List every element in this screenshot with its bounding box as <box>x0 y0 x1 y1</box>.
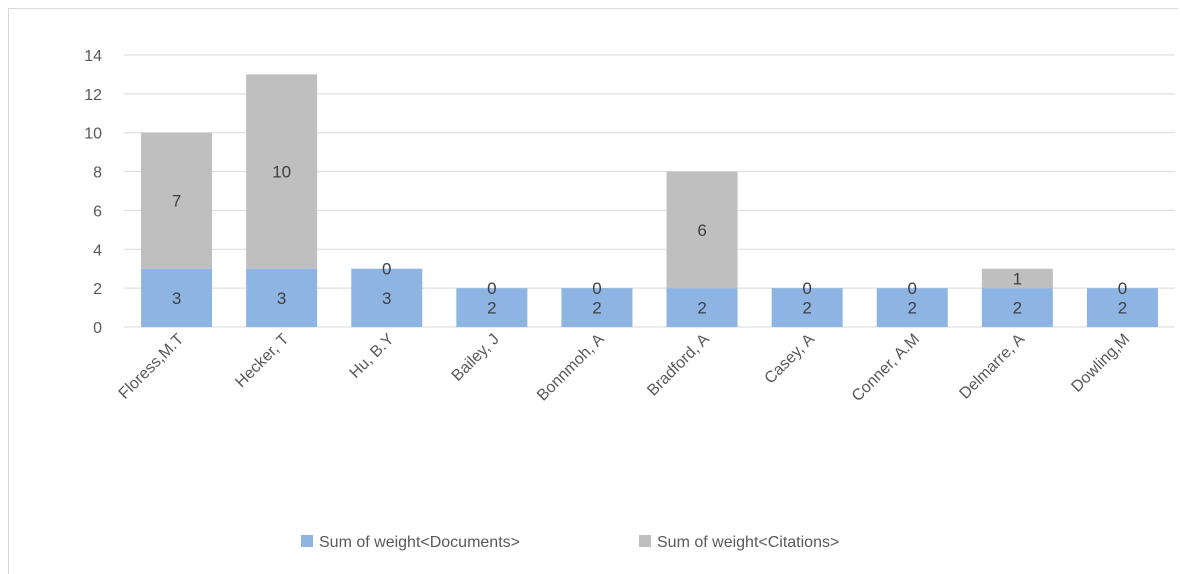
data-label-citations-7: 0 <box>908 279 917 298</box>
x-category-label: Bradford, A <box>644 331 713 400</box>
bars <box>141 74 1158 327</box>
data-label-citations-3: 0 <box>487 279 496 298</box>
data-label-citations-2: 0 <box>382 260 391 279</box>
y-tick-label: 10 <box>84 126 102 143</box>
x-category-label: Conner, A.M <box>849 331 923 405</box>
bar-documents-8 <box>981 288 1053 327</box>
bar-citations-8 <box>981 268 1053 289</box>
legend-label-documents: Sum of weight<Documents> <box>319 534 520 551</box>
y-axis: 0 2 4 6 8 10 12 14 <box>84 48 102 337</box>
y-tick-label: 12 <box>84 87 102 104</box>
x-category-label: Delmarre, A <box>956 331 1028 403</box>
data-label-documents-9: 2 <box>1118 299 1127 318</box>
bar-citations-1 <box>246 74 318 269</box>
legend-label-citations: Sum of weight<Citations> <box>657 534 839 551</box>
y-tick-label: 6 <box>93 203 102 220</box>
data-label-citations-1: 10 <box>272 163 291 182</box>
bar-citations-5 <box>666 171 738 289</box>
bar-documents-3 <box>456 288 528 327</box>
x-category-label: Casey, A <box>762 331 819 388</box>
data-label-citations-5: 6 <box>697 221 706 240</box>
data-label-documents-2: 3 <box>382 289 391 308</box>
y-tick-label: 14 <box>84 48 102 65</box>
bar-documents-5 <box>666 288 738 327</box>
x-category-label: Bonnmoh, A <box>534 331 608 405</box>
x-axis: Floress,M.T Hecker, T Hu, B.Y Bailey, J Bonn… <box>116 331 1134 406</box>
data-label-documents-3: 2 <box>487 299 496 318</box>
legend-swatch-documents <box>301 535 313 547</box>
y-tick-label: 0 <box>93 320 102 337</box>
y-tick-label: 2 <box>93 281 102 298</box>
data-label-documents-1: 3 <box>277 289 286 308</box>
x-category-label: Bailey, J <box>449 331 503 385</box>
bar-documents-7 <box>876 288 948 327</box>
data-label-citations-9: 0 <box>1118 279 1127 298</box>
bar-documents-6 <box>771 288 843 327</box>
data-label-citations-8: 1 <box>1013 269 1022 288</box>
data-label-documents-0: 3 <box>172 289 181 308</box>
data-label-documents-4: 2 <box>592 299 601 318</box>
y-tick-label: 4 <box>93 242 102 259</box>
data-label-citations-0: 7 <box>172 192 181 211</box>
data-label-documents-7: 2 <box>908 299 917 318</box>
x-category-label: Hecker, T <box>232 331 292 391</box>
bar-documents-2 <box>351 268 423 327</box>
y-tick-label: 8 <box>93 165 102 182</box>
bar-documents-1 <box>246 268 318 327</box>
bar-documents-0 <box>141 268 213 327</box>
x-category-label: Floress,M.T <box>116 331 188 403</box>
data-label-documents-5: 2 <box>697 299 706 318</box>
bar-documents-9 <box>1086 288 1158 327</box>
data-label-documents-6: 2 <box>802 299 811 318</box>
data-label-documents-8: 2 <box>1013 299 1022 318</box>
x-category-label: Dowling,M <box>1068 331 1133 396</box>
legend: Sum of weight<Documents> Sum of weight<Ci… <box>301 534 839 551</box>
bar-documents-4 <box>561 288 633 327</box>
x-category-label: Hu, B.Y <box>347 331 398 382</box>
bar-citations-0 <box>141 132 213 269</box>
legend-swatch-citations <box>639 535 651 547</box>
data-label-citations-6: 0 <box>802 279 811 298</box>
data-label-citations-4: 0 <box>592 279 601 298</box>
